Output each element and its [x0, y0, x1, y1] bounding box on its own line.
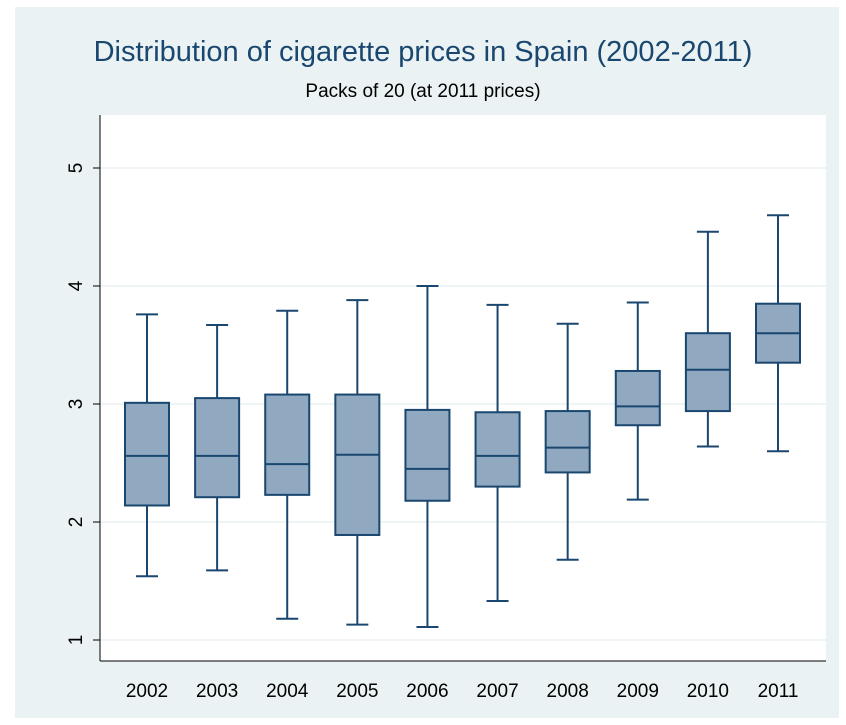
box-iqr	[334, 393, 381, 536]
x-tick-label: 2004	[266, 681, 309, 702]
box-iqr	[404, 408, 451, 502]
y-tick-label: 4	[66, 280, 87, 291]
x-tick-label: 2009	[617, 681, 659, 702]
y-tick-label: 1	[66, 635, 87, 646]
box-iqr	[264, 393, 311, 496]
box-iqr	[684, 332, 731, 413]
chart-title: Distribution of cigarette prices in Spai…	[93, 36, 753, 68]
box-iqr	[544, 410, 591, 474]
x-tick-label: 2003	[196, 681, 238, 702]
x-tick-label: 2002	[126, 681, 168, 702]
box-iqr	[614, 369, 661, 427]
box-iqr	[474, 411, 521, 488]
x-tick-label: 2005	[336, 681, 378, 702]
chart-subtitle: Packs of 20 (at 2011 prices)	[305, 81, 541, 102]
y-tick-label: 3	[66, 399, 87, 410]
x-tick-label: 2008	[547, 681, 589, 702]
x-tick-label: 2007	[476, 681, 518, 702]
box-iqr	[124, 401, 170, 507]
x-tick-label: 2006	[406, 681, 448, 702]
y-tick-label: 2	[66, 517, 87, 528]
box-iqr	[194, 397, 241, 499]
y-tick-label: 5	[66, 163, 87, 174]
x-tick-label: 2011	[758, 681, 799, 702]
x-tick-label: 2010	[687, 681, 729, 702]
